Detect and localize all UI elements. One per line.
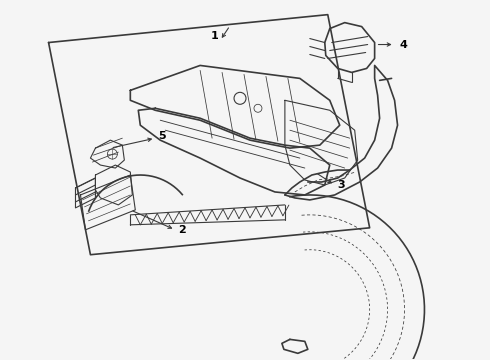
Text: 5: 5 — [158, 131, 166, 141]
Text: 1: 1 — [210, 31, 218, 41]
Text: 2: 2 — [178, 225, 186, 235]
Text: 3: 3 — [338, 180, 345, 190]
Text: 4: 4 — [399, 40, 408, 50]
